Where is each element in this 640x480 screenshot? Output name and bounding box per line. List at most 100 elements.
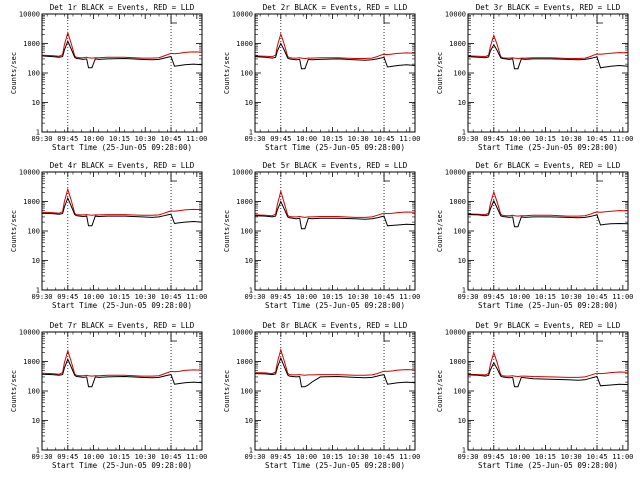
- series-line-events: [41, 357, 203, 388]
- x-axis-label: Start Time (25-Jun-05 09:28:00): [265, 461, 405, 470]
- plot-frame: [467, 13, 629, 133]
- series-line-lld: [41, 31, 203, 59]
- plot-frame: [467, 171, 629, 291]
- chart-panel-6: Det 6r BLACK = Events, RED = LLD 1 10 100 10…: [436, 161, 633, 310]
- x-tick-label: 09:45: [57, 293, 78, 301]
- y-tick-label: 10000: [19, 169, 40, 177]
- chart-panel-5: Det 5r BLACK = Events, RED = LLD 1 10 100 10…: [223, 161, 420, 310]
- interval-bracket: [170, 16, 178, 24]
- y-tick-label: 10: [245, 417, 253, 425]
- x-tick-label: 09:30: [457, 135, 478, 143]
- y-tick-label: 1000: [236, 40, 253, 48]
- x-tick-label: 10:30: [561, 135, 582, 143]
- x-tick-label: 09:45: [270, 293, 291, 301]
- x-tick-label: 10:00: [509, 453, 530, 461]
- y-tick-label: 1: [462, 287, 466, 295]
- y-tick-label: 10000: [445, 329, 466, 337]
- x-tick-label: 10:15: [322, 453, 343, 461]
- y-tick-label: 1000: [23, 198, 40, 206]
- x-tick-label: 09:30: [457, 293, 478, 301]
- chart-panel-1: Det 1r BLACK = Events, RED = LLD 1 10 100 10…: [10, 3, 207, 152]
- x-tick-label: 10:00: [83, 453, 104, 461]
- x-tick-label: 11:00: [399, 453, 420, 461]
- x-tick-label: 10:30: [561, 453, 582, 461]
- y-tick-label: 10: [32, 99, 40, 107]
- x-tick-label: 11:00: [399, 135, 420, 143]
- x-tick-label: 10:30: [135, 453, 156, 461]
- y-tick-label: 10: [458, 417, 466, 425]
- y-tick-label: 10000: [19, 11, 40, 19]
- chart-title: Det 7r BLACK = Events, RED = LLD: [50, 321, 195, 330]
- x-tick-label: 11:00: [612, 453, 633, 461]
- chart-title: Det 9r BLACK = Events, RED = LLD: [476, 321, 621, 330]
- x-tick-label: 10:00: [296, 453, 317, 461]
- y-axis-label: Counts/sec: [436, 210, 444, 252]
- y-tick-label: 1000: [449, 40, 466, 48]
- x-tick-label: 10:15: [109, 453, 130, 461]
- chart-panel-8: Det 8r BLACK = Events, RED = LLD 1 10 100 10…: [223, 321, 420, 470]
- x-axis-label: Start Time (25-Jun-05 09:28:00): [478, 143, 618, 152]
- y-tick-label: 1: [462, 129, 466, 137]
- x-axis-label: Start Time (25-Jun-05 09:28:00): [265, 143, 405, 152]
- y-tick-label: 10000: [19, 329, 40, 337]
- chart-title: Det 1r BLACK = Events, RED = LLD: [50, 3, 195, 12]
- plot-frame: [41, 13, 203, 133]
- series-line-lld: [254, 32, 416, 60]
- y-tick-label: 1000: [23, 358, 40, 366]
- y-tick-label: 10: [245, 257, 253, 265]
- interval-bracket: [596, 334, 604, 342]
- x-tick-label: 11:00: [612, 135, 633, 143]
- x-tick-label: 10:45: [160, 135, 181, 143]
- x-tick-label: 10:15: [109, 135, 130, 143]
- x-tick-label: 10:30: [348, 453, 369, 461]
- x-tick-label: 09:30: [31, 453, 52, 461]
- series-line-events: [41, 196, 203, 227]
- y-axis-label: Counts/sec: [436, 52, 444, 94]
- x-tick-label: 10:30: [348, 135, 369, 143]
- y-tick-label: 100: [27, 70, 40, 78]
- x-tick-label: 09:45: [483, 453, 504, 461]
- interval-bracket: [383, 174, 391, 182]
- x-tick-label: 10:15: [535, 293, 556, 301]
- interval-bracket: [170, 174, 178, 182]
- series-line-events: [467, 361, 629, 388]
- y-tick-label: 10000: [232, 329, 253, 337]
- y-tick-label: 1000: [449, 198, 466, 206]
- plot-frame: [254, 331, 416, 451]
- y-tick-label: 100: [27, 228, 40, 236]
- y-tick-label: 10: [458, 99, 466, 107]
- x-tick-label: 09:30: [31, 135, 52, 143]
- x-tick-label: 10:15: [322, 135, 343, 143]
- x-axis-label: Start Time (25-Jun-05 09:28:00): [478, 461, 618, 470]
- y-axis-label: Counts/sec: [10, 370, 18, 412]
- chart-title: Det 4r BLACK = Events, RED = LLD: [50, 161, 195, 170]
- x-tick-label: 11:00: [612, 293, 633, 301]
- y-tick-label: 10000: [232, 11, 253, 19]
- x-tick-label: 10:00: [296, 135, 317, 143]
- y-tick-label: 1: [249, 129, 253, 137]
- y-tick-label: 100: [453, 228, 466, 236]
- chart-panel-2: Det 2r BLACK = Events, RED = LLD 1 10 100 10…: [223, 3, 420, 152]
- x-tick-label: 10:00: [83, 293, 104, 301]
- y-tick-label: 10: [245, 99, 253, 107]
- x-axis-label: Start Time (25-Jun-05 09:28:00): [52, 143, 192, 152]
- series-line-lld: [254, 348, 416, 376]
- interval-bracket: [170, 334, 178, 342]
- y-tick-label: 100: [27, 388, 40, 396]
- y-tick-label: 1000: [23, 40, 40, 48]
- x-tick-label: 10:30: [135, 135, 156, 143]
- x-tick-label: 11:00: [186, 293, 207, 301]
- interval-bracket: [383, 16, 391, 24]
- x-tick-label: 10:00: [83, 135, 104, 143]
- chart-panel-9: Det 9r BLACK = Events, RED = LLD 1 10 100 10…: [436, 321, 633, 470]
- y-tick-label: 1: [36, 129, 40, 137]
- x-tick-label: 10:45: [586, 453, 607, 461]
- x-tick-label: 09:45: [270, 453, 291, 461]
- chart-panel-3: Det 3r BLACK = Events, RED = LLD 1 10 100 10…: [436, 3, 633, 152]
- chart-panel-7: Det 7r BLACK = Events, RED = LLD 1 10 100 10…: [10, 321, 207, 470]
- y-tick-label: 1: [249, 447, 253, 455]
- x-tick-label: 10:15: [109, 293, 130, 301]
- y-tick-label: 10: [32, 417, 40, 425]
- x-tick-label: 10:30: [135, 293, 156, 301]
- x-tick-label: 09:45: [57, 135, 78, 143]
